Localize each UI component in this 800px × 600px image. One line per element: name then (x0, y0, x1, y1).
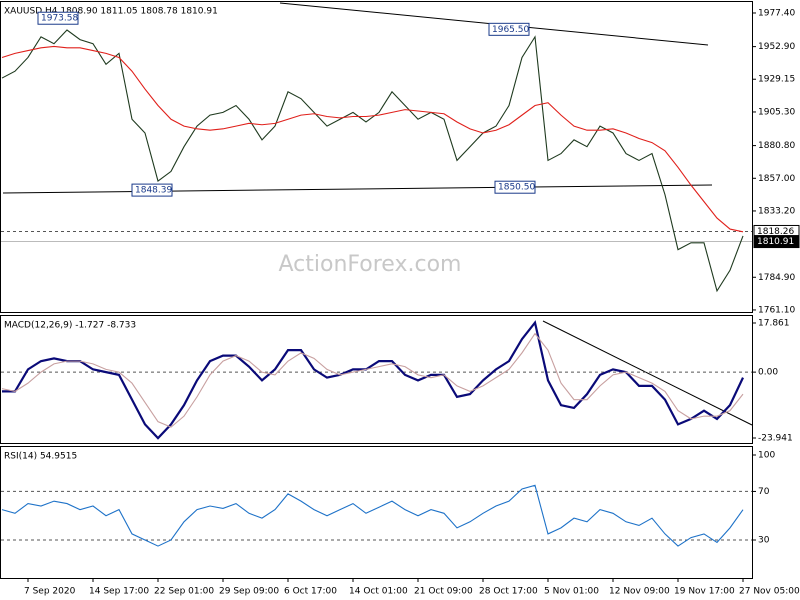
y-tick-label: 1880.80 (758, 141, 795, 151)
annotation-box (488, 22, 530, 36)
series-line (1, 484, 744, 547)
price-label: 1818.26 (757, 227, 794, 237)
x-tick-label: 19 Nov 17:00 (674, 587, 735, 597)
y-tick-label: 100 (758, 451, 775, 461)
y-tick-label: 17.861 (758, 318, 790, 328)
price-panel (0, 1, 753, 313)
panel-title: XAUUSD,H4 1808.90 1811.05 1808.78 1810.9… (4, 7, 218, 17)
macd-panel (0, 315, 753, 444)
y-tick-label: 1952.90 (758, 42, 795, 52)
watermark: ActionForex.com (279, 252, 462, 277)
x-tick-label: 12 Nov 09:00 (609, 587, 670, 597)
y-tick-label: 1857.00 (758, 174, 795, 184)
panel-title: RSI(14) 54.9515 (4, 452, 77, 462)
series-line (1, 332, 744, 428)
x-tick-label: 14 Sep 17:00 (89, 587, 149, 597)
x-tick-label: 21 Oct 09:00 (414, 587, 473, 597)
annotation-label: 1965.50 (492, 25, 529, 35)
rsi-panel (0, 446, 753, 579)
series-line (1, 45, 744, 233)
y-tick-label: 1833.20 (758, 206, 795, 216)
series-line (1, 29, 744, 293)
x-tick-label: 5 Nov 01:00 (544, 587, 599, 597)
y-tick-label: 1977.40 (758, 8, 795, 18)
x-tick-label: 29 Sep 09:00 (219, 587, 279, 597)
price-label-box (753, 235, 800, 249)
annotation-label: 1850.50 (498, 183, 535, 193)
annotation-label: 1973.58 (41, 14, 78, 24)
annotation-box (494, 180, 536, 194)
x-tick-label: 6 Oct 17:00 (284, 587, 337, 597)
y-tick-label: 1784.90 (758, 273, 795, 283)
series-line (2, 320, 744, 440)
x-tick-label: 22 Sep 01:00 (154, 587, 214, 597)
y-tick-label: 1929.15 (758, 75, 795, 85)
x-tick-label: 28 Oct 17:00 (479, 587, 538, 597)
x-tick-label: 27 Nov 05:00 (739, 587, 800, 597)
y-tick-label: 0.00 (758, 368, 778, 378)
y-tick-label: 70 (758, 487, 770, 497)
trend-line (542, 320, 753, 426)
annotation-box (131, 183, 173, 197)
y-tick-label: 1761.10 (758, 305, 795, 315)
annotation-box (37, 11, 79, 25)
x-tick-label: 7 Sep 2020 (24, 587, 76, 597)
trend-line (2, 184, 713, 194)
panel-title: MACD(12,26,9) -1.727 -8.733 (4, 321, 136, 331)
y-tick-label: 1905.30 (758, 107, 795, 117)
annotation-label: 1848.39 (135, 186, 172, 196)
price-label: 1810.91 (757, 237, 794, 247)
x-tick-label: 14 Oct 01:00 (349, 587, 408, 597)
y-tick-label: -23.941 (758, 433, 793, 443)
y-tick-label: 30 (758, 535, 770, 545)
